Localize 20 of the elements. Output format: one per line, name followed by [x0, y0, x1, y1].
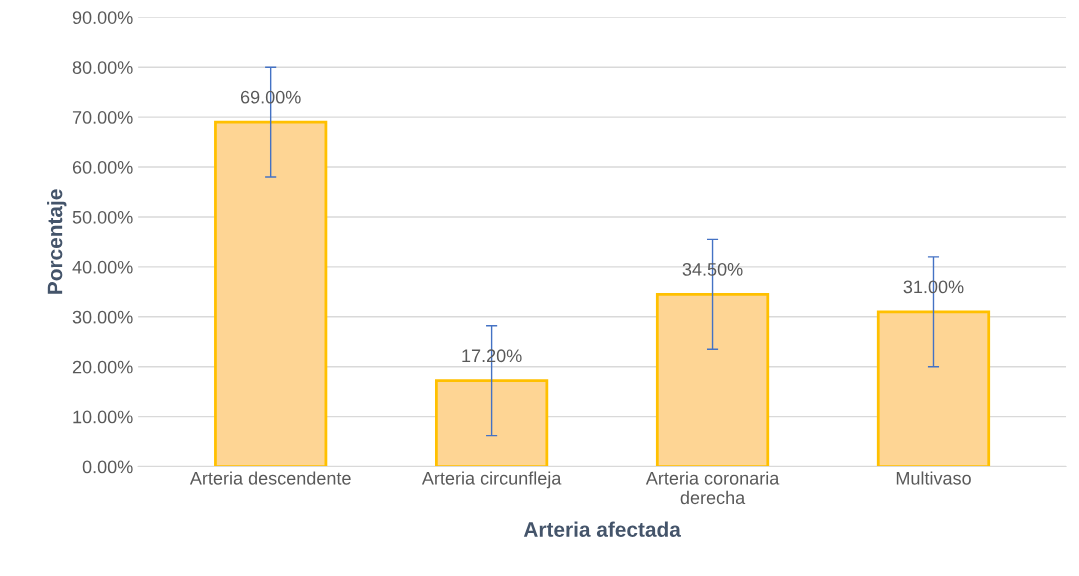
y-tick-label: 10.00%: [73, 410, 133, 424]
y-tick-label: 60.00%: [72, 160, 133, 174]
x-axis-title: Arteria afectada: [523, 521, 681, 537]
y-tick-label: 90.00%: [72, 11, 133, 24]
x-tick-label: Arteria coronaria derecha: [645, 471, 780, 505]
x-tick-label: Arteria circunfleja: [421, 471, 562, 489]
y-axis-title: Porcentaje: [47, 189, 67, 294]
bar: [876, 310, 991, 467]
y-tick-label: 0.00%: [82, 460, 133, 474]
y-tick-label: 50.00%: [72, 210, 133, 224]
y-tick-label: 70.00%: [72, 111, 133, 124]
y-tick-label: 30.00%: [72, 310, 133, 324]
bar: [655, 292, 770, 467]
bar: [434, 379, 549, 467]
bar: [214, 120, 328, 467]
y-tick-label: 80.00%: [72, 61, 133, 74]
y-tick-label: 40.00%: [72, 260, 133, 274]
x-tick-label: Arteria descendente: [189, 471, 351, 485]
y-tick-label: 20.00%: [72, 360, 133, 374]
x-tick-label: Multivaso: [896, 471, 971, 485]
